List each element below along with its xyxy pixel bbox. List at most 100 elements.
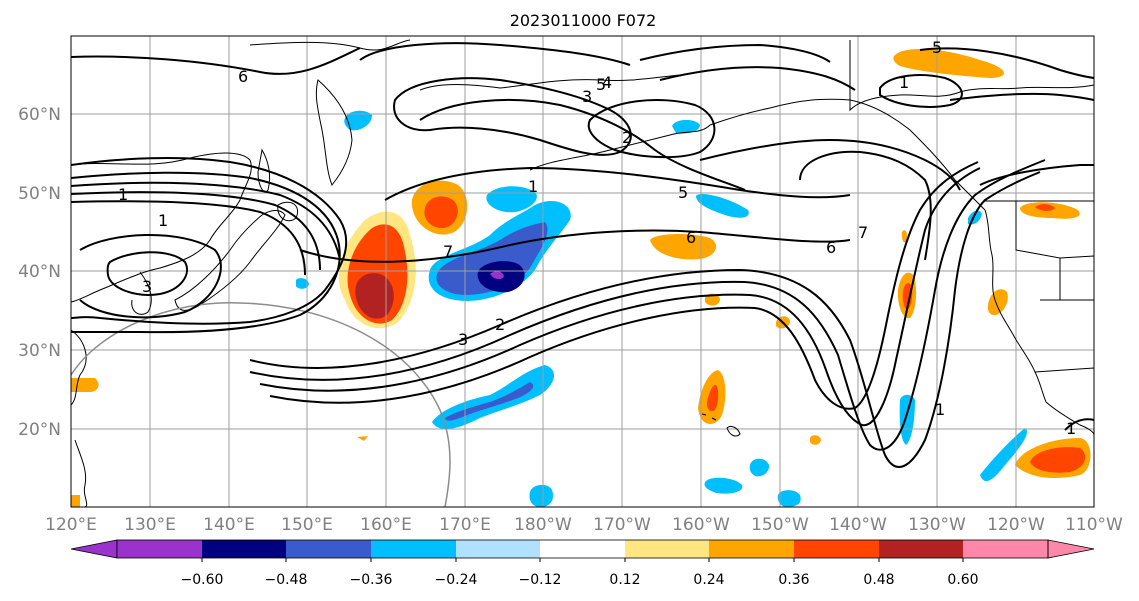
contour-label: 2 [622, 128, 632, 147]
colorbar-tick-label: 0.36 [778, 572, 809, 588]
colorbar-tick-label: 0.12 [609, 572, 640, 588]
colorbar-segment [202, 540, 286, 558]
contour-pacific-1 [249, 171, 1041, 468]
warm-anomaly-alaska [893, 48, 1004, 78]
contour-jet-3 [70, 191, 321, 271]
cold-anomaly-alaska-gulf [672, 119, 700, 134]
contour-jet-1 [70, 171, 341, 334]
lon-tick-label: 150°W [751, 515, 809, 535]
cold-anomaly-12n-c [777, 490, 801, 507]
colorbar-segment [117, 540, 202, 558]
warm-anomaly-east-pacific-core [1030, 447, 1086, 473]
contour-label: 3 [458, 330, 468, 349]
colorbar-extend-left [70, 539, 118, 559]
contour-jet-4 [70, 200, 306, 276]
contours [70, 42, 1095, 468]
colorbar-segment [456, 540, 540, 558]
coast-canada-north [849, 40, 1095, 112]
contour-gulf-2 [799, 150, 932, 261]
contour-label: 1 [899, 73, 909, 92]
contour-label: 1 [118, 185, 128, 204]
contour-bering-loop [879, 74, 963, 108]
lat-tick-label: 60°N [18, 105, 61, 125]
lat-tick-label: 50°N [18, 184, 61, 204]
warm-anomaly-160e-dark [355, 273, 394, 319]
cold-anomaly-14n-a [704, 477, 743, 494]
warm-anomaly-167e-core [424, 196, 458, 228]
lon-tick-label: 140°W [829, 515, 887, 535]
colorbar-extend-right [1047, 539, 1095, 559]
colorbar: −0.60 −0.48 −0.36 −0.24 −0.12 0.12 0.24 … [70, 539, 1095, 588]
warm-anomaly-152w-core [706, 384, 719, 412]
contour-aleutian-low-3 [359, 42, 631, 66]
lon-tick-label: 130°E [124, 515, 176, 535]
contour-label: 1 [935, 400, 945, 419]
map-title: 2023011000 F072 [510, 11, 657, 30]
contour-label: 5 [678, 183, 688, 202]
contour-label: 1 [1066, 419, 1076, 438]
border-us-mexico [1034, 367, 1095, 373]
lon-tick-label: 140°E [203, 515, 255, 535]
shaded-fields [71, 48, 1091, 507]
colorbar-frame [116, 539, 1049, 559]
warm-anomaly-california [987, 289, 1008, 316]
lat-tick-label: 40°N [18, 262, 61, 282]
colorbar-segment [540, 540, 625, 558]
coast-china-south [70, 329, 87, 406]
warm-spot-d [357, 436, 368, 441]
contour-label: 1 [528, 177, 538, 196]
cold-anomaly-150w-50n [696, 193, 749, 218]
contour-north-east-2 [919, 47, 1095, 79]
contour-north-ridge [639, 43, 831, 63]
colorbar-tick-label: 0.24 [693, 572, 724, 588]
contour-pacific-2 [249, 159, 1046, 451]
contour-label: 7 [443, 242, 453, 261]
cold-anomaly-12n [529, 484, 554, 507]
warm-anomaly-137w-core [902, 283, 913, 310]
contour-label: 3 [142, 277, 152, 296]
lon-tick-label: 150°E [281, 515, 333, 535]
contour-labels: 6 5 4 3 2 1 7 3 2 1 1 3 5 6 6 7 1 1 5 1 [118, 38, 1076, 438]
colorbar-segment [371, 540, 456, 558]
lon-tick-label: 170°E [439, 515, 491, 535]
contour-label: 4 [602, 73, 612, 92]
coast-alaska-south [709, 98, 986, 211]
colorbar-tick-label: −0.36 [350, 572, 393, 588]
warm-band-156w [650, 234, 717, 260]
colorbar-tick-label: −0.24 [435, 572, 478, 588]
state-lines [1015, 201, 1095, 301]
contour-low-west-2 [79, 233, 222, 319]
colorbar-segment [625, 540, 709, 558]
coast-aleutians [529, 124, 711, 171]
coast-hawaii [701, 413, 741, 437]
contour-label: 1 [158, 211, 168, 230]
contour-aleutian-low-2 [587, 99, 716, 159]
contour-north-east-1 [949, 92, 1095, 101]
cold-anomaly-bering [344, 110, 372, 131]
warm-anomaly-sw-edge [71, 495, 80, 507]
coastlines [70, 39, 1095, 508]
lon-tick-label: 120°E [45, 515, 97, 535]
lat-tick-label: 20°N [18, 420, 61, 440]
colorbar-tick-label: 0.48 [863, 572, 894, 588]
warm-anomaly-canada-core [1035, 204, 1055, 211]
coast-baja [1045, 401, 1095, 436]
colorbar-tick-label: 0.60 [947, 572, 978, 588]
contour-north-ridge-2 [659, 66, 856, 91]
coast-korea [131, 271, 152, 315]
cold-band-subtropics-core [445, 382, 534, 421]
warm-spot-e [901, 230, 908, 243]
contour-pacific-6 [384, 166, 851, 201]
coast-chukotka [249, 39, 411, 51]
colorbar-segment [709, 540, 794, 558]
lon-axis: 120°E 130°E 140°E 150°E 160°E 170°E 180°… [45, 515, 1123, 535]
contour-pacific-4 [269, 161, 979, 410]
warm-spot-c [810, 435, 821, 445]
cold-anomaly-14n-b [749, 458, 770, 477]
contour-label: 5 [596, 75, 606, 94]
coast-us-west [984, 209, 1047, 403]
contour-label: 6 [826, 238, 836, 257]
colorbar-tick-label: −0.12 [519, 572, 562, 588]
colorbar-segment [879, 540, 963, 558]
contour-label: 7 [858, 223, 868, 242]
